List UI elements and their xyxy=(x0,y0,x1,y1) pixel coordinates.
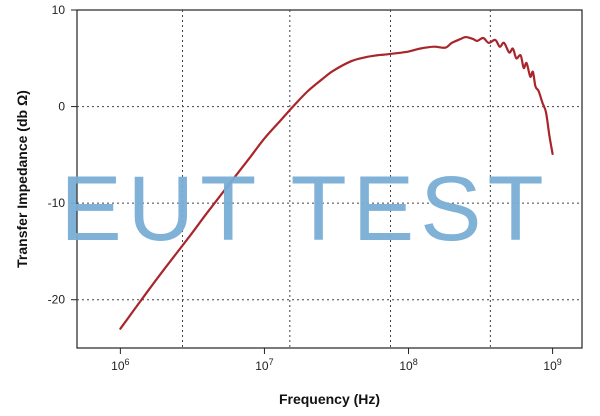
grid xyxy=(77,10,582,348)
tick-labels: 106 107 108 109 10 0 -10 -20 xyxy=(48,3,562,373)
y-tick-label: 0 xyxy=(58,100,65,114)
x-tick-label: 109 xyxy=(543,357,561,373)
x-tick-label: 106 xyxy=(111,357,129,373)
axis-ticks xyxy=(71,9,554,354)
plot-frame xyxy=(76,9,583,349)
series-line xyxy=(119,35,554,330)
x-tick-label: 108 xyxy=(399,357,417,373)
y-axis-title: Transfer Impedance (db Ω) xyxy=(14,90,30,268)
watermark-text: EUT TEST xyxy=(60,158,549,260)
x-axis-title: Frequency (Hz) xyxy=(279,391,380,407)
x-tick-label: 107 xyxy=(255,357,273,373)
y-tick-label: -10 xyxy=(48,196,66,210)
y-tick-label: -20 xyxy=(48,293,66,307)
y-tick-label: 10 xyxy=(52,3,66,17)
